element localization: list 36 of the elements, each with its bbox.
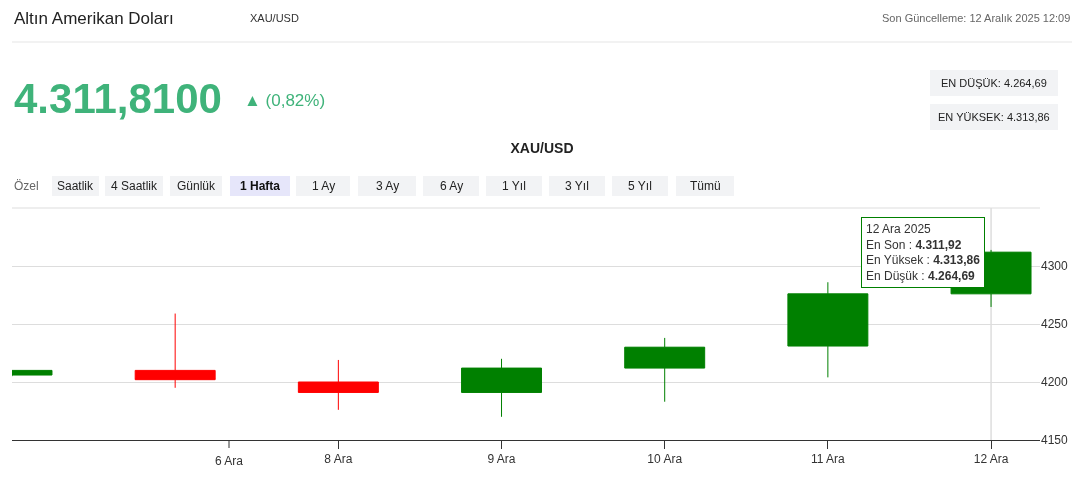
- text: Özel: [14, 179, 39, 193]
- candlestick: [624, 337, 706, 403]
- text: 3 Yıl: [565, 179, 589, 193]
- candlestick: [787, 281, 869, 378]
- text: ▲ (0,82%): [244, 91, 326, 110]
- annotation: 12 Ara 2025 En Son : 4.311,92 En Yüksek : 4.313,86 En Düşük : 4.264,69: [866, 222, 981, 283]
- x-tick-label: 12 Ara: [973, 452, 1009, 467]
- text: EN YÜKSEK: 4.313,86: [938, 111, 1050, 123]
- x-tick-label: 10 Ara: [647, 452, 683, 467]
- chart-title: XAU/USD: [510, 139, 574, 156]
- x-tick-label: 11 Ara: [810, 452, 846, 467]
- text: 3 Ay: [376, 179, 400, 193]
- text: 6 Ara: [215, 454, 244, 468]
- text: Tümü: [690, 179, 721, 193]
- text: EN DÜŞÜK: 4.264,69: [941, 77, 1047, 89]
- text: 1 Ay: [312, 179, 336, 193]
- text: 4 Saatlik: [111, 179, 159, 193]
- text: 1 Hafta: [240, 179, 281, 193]
- x-tick-label: 9 Ara: [487, 452, 516, 467]
- candlestick: [297, 359, 379, 411]
- text: Günlük: [177, 179, 217, 193]
- y-tick-label: 4300: [1041, 259, 1069, 274]
- y-tick-label: 4200: [1041, 375, 1069, 390]
- text: 5 Yıl: [628, 179, 652, 193]
- text: Saatlik: [57, 179, 95, 193]
- y-tick-label: 4150: [1041, 433, 1069, 448]
- text: 6 Ay: [440, 179, 464, 193]
- x-tick-label: 8 Ara: [324, 452, 353, 467]
- text: 4.311,8100: [14, 75, 222, 122]
- y-tick-label: 4250: [1041, 317, 1069, 332]
- text: Son Güncelleme: 12 Aralık 2025 12:09: [882, 12, 1071, 24]
- text: 1 Yıl: [502, 179, 526, 193]
- text: XAU/USD: [250, 12, 299, 24]
- text: Altın Amerikan Doları: [14, 9, 174, 28]
- candlestick: [134, 313, 216, 389]
- candlestick: [461, 358, 542, 418]
